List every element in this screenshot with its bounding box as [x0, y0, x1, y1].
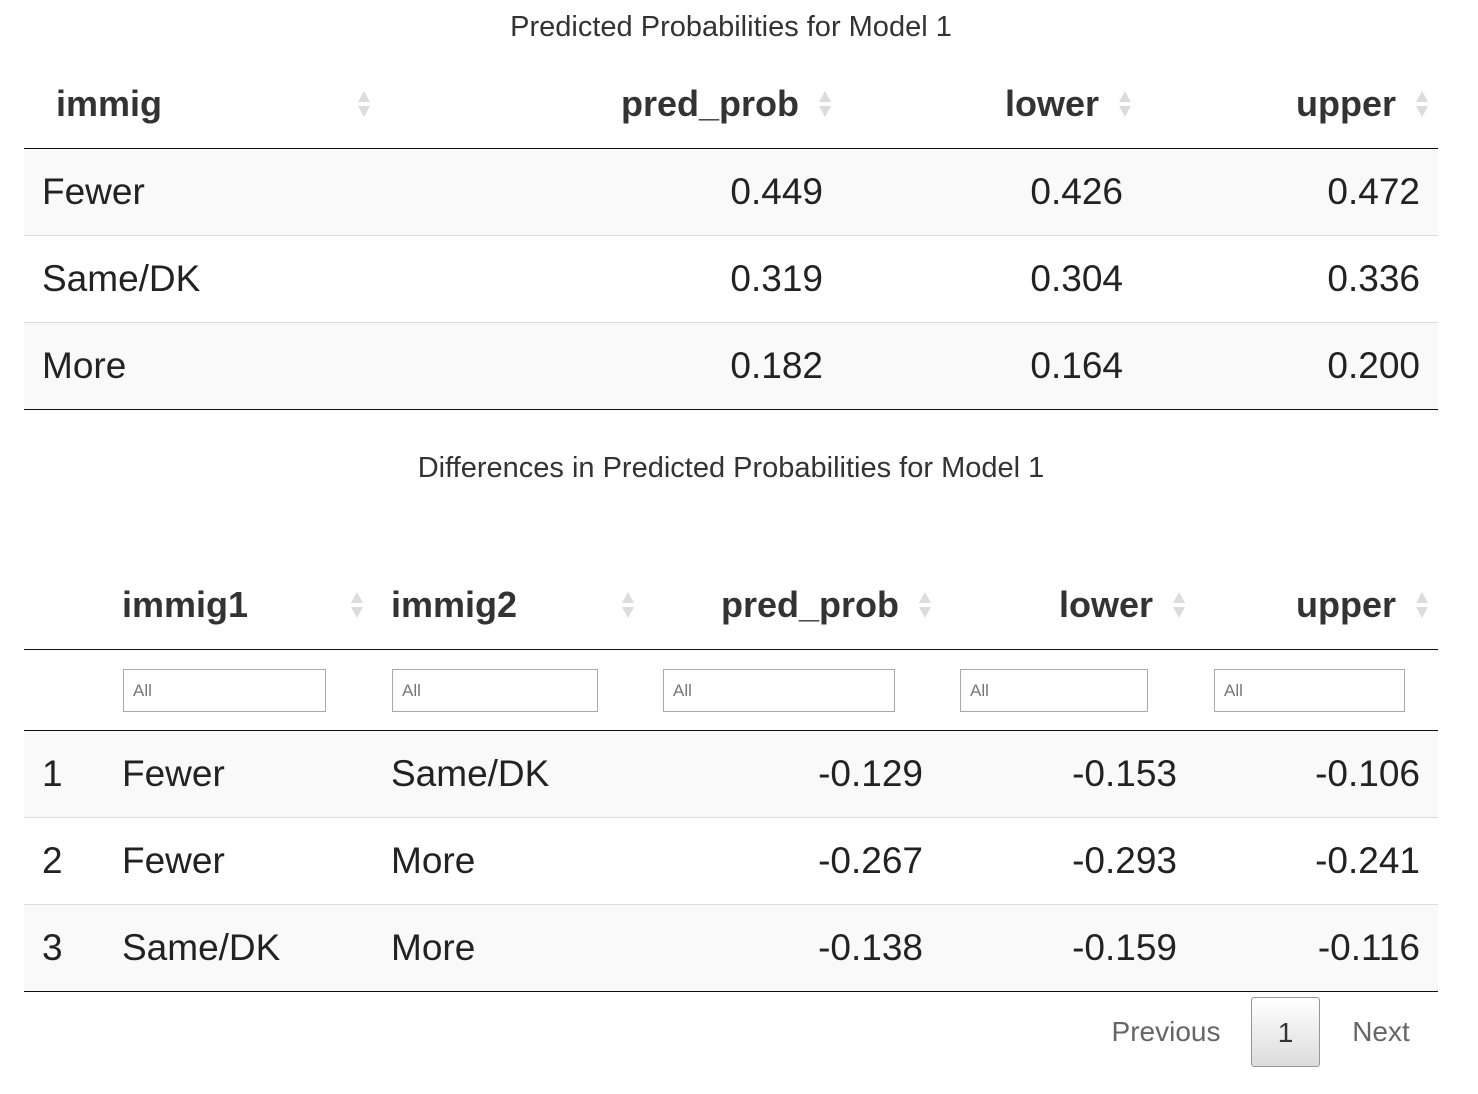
- cell-index: 2: [24, 817, 104, 905]
- cell-immig2: Same/DK: [373, 730, 644, 818]
- filter-cell-upper: All: [1195, 649, 1438, 731]
- column-header-label: upper: [1295, 83, 1396, 124]
- sort-icon: [1416, 591, 1428, 618]
- filter-input-immig1[interactable]: All: [123, 668, 326, 712]
- column-header-lower[interactable]: lower: [941, 560, 1195, 650]
- sort-icon: [1119, 91, 1131, 117]
- column-header-label: pred_prob: [720, 583, 899, 625]
- cell-immig1: Fewer: [104, 730, 373, 818]
- cell-pred-prob: 0.182: [380, 322, 841, 410]
- previous-button[interactable]: Previous: [1111, 1016, 1221, 1047]
- cell-immig: More: [24, 322, 380, 410]
- column-header-label: immig1: [122, 583, 249, 625]
- filter-cell-index: [24, 649, 104, 731]
- sort-icon: [1173, 591, 1185, 618]
- column-header-pred-prob[interactable]: pred_prob: [644, 560, 941, 650]
- pagination: Previous 1 Next: [0, 997, 1478, 1067]
- cell-lower: -0.153: [941, 730, 1195, 818]
- column-header-immig2[interactable]: immig2: [373, 560, 644, 650]
- cell-lower: -0.293: [941, 817, 1195, 905]
- cell-immig1: Fewer: [104, 817, 373, 905]
- sort-icon: [1416, 91, 1428, 117]
- cell-immig2: More: [373, 904, 644, 992]
- cell-upper: -0.106: [1195, 730, 1438, 818]
- column-header-label: immig2: [391, 583, 518, 625]
- cell-index: 3: [24, 904, 104, 992]
- column-header-label: pred_prob: [620, 83, 799, 124]
- page-1-button[interactable]: 1: [1251, 997, 1320, 1067]
- column-header-lower[interactable]: lower: [841, 60, 1141, 149]
- cell-pred-prob: -0.138: [644, 904, 941, 992]
- filter-input-lower[interactable]: All: [960, 668, 1148, 712]
- cell-immig: Fewer: [24, 148, 380, 236]
- table1-caption: Predicted Probabilities for Model 1: [510, 11, 952, 43]
- column-header-immig1[interactable]: immig1: [104, 560, 373, 650]
- next-button[interactable]: Next: [1352, 1016, 1410, 1047]
- column-header-label: immig: [56, 83, 163, 124]
- cell-upper: 0.472: [1141, 148, 1438, 236]
- column-header-index: [24, 560, 104, 650]
- table-row[interactable]: Same/DK 0.319 0.304 0.336: [24, 235, 1438, 323]
- filter-cell-lower: All: [941, 649, 1195, 731]
- filter-input-pred-prob[interactable]: All: [663, 668, 895, 712]
- cell-pred-prob: 0.319: [380, 235, 841, 323]
- table-row[interactable]: More 0.182 0.164 0.200: [24, 322, 1438, 410]
- table2-caption: Differences in Predicted Probabilities f…: [417, 452, 1045, 484]
- sort-icon: [351, 591, 363, 618]
- filter-row: All All All All All: [24, 649, 1438, 731]
- cell-upper: -0.116: [1195, 904, 1438, 992]
- cell-lower: 0.304: [841, 235, 1141, 323]
- cell-lower: 0.164: [841, 322, 1141, 410]
- cell-immig: Same/DK: [24, 235, 380, 323]
- filter-input-immig2[interactable]: All: [392, 668, 598, 712]
- predicted-probabilities-table: immig pred_prob lower upper Fewer 0.449 …: [24, 60, 1438, 410]
- cell-upper: 0.200: [1141, 322, 1438, 410]
- column-header-upper[interactable]: upper: [1141, 60, 1438, 149]
- cell-index: 1: [24, 730, 104, 818]
- column-header-label: lower: [1058, 583, 1153, 625]
- filter-cell-immig2: All: [373, 649, 644, 731]
- column-header-label: lower: [1004, 83, 1099, 124]
- differences-table: immig1 immig2 pred_prob lower upper: [24, 560, 1438, 992]
- cell-upper: 0.336: [1141, 235, 1438, 323]
- column-header-pred-prob[interactable]: pred_prob: [380, 60, 841, 149]
- column-header-label: upper: [1295, 583, 1396, 625]
- sort-icon: [622, 591, 634, 618]
- cell-lower: -0.159: [941, 904, 1195, 992]
- cell-immig1: Same/DK: [104, 904, 373, 992]
- sort-icon: [358, 91, 370, 117]
- table-row[interactable]: 3 Same/DK More -0.138 -0.159 -0.116: [24, 904, 1438, 992]
- sort-icon: [819, 91, 831, 117]
- cell-pred-prob: -0.129: [644, 730, 941, 818]
- table-row[interactable]: 2 Fewer More -0.267 -0.293 -0.241: [24, 817, 1438, 905]
- column-header-upper[interactable]: upper: [1195, 560, 1438, 650]
- table-row[interactable]: 1 Fewer Same/DK -0.129 -0.153 -0.106: [24, 730, 1438, 818]
- cell-pred-prob: 0.449: [380, 148, 841, 236]
- filter-cell-immig1: All: [104, 649, 373, 731]
- filter-cell-pred-prob: All: [644, 649, 941, 731]
- table-row[interactable]: Fewer 0.449 0.426 0.472: [24, 148, 1438, 236]
- filter-input-upper[interactable]: All: [1214, 668, 1405, 712]
- sort-icon: [919, 591, 931, 618]
- cell-pred-prob: -0.267: [644, 817, 941, 905]
- cell-immig2: More: [373, 817, 644, 905]
- cell-upper: -0.241: [1195, 817, 1438, 905]
- cell-lower: 0.426: [841, 148, 1141, 236]
- column-header-immig[interactable]: immig: [24, 60, 380, 149]
